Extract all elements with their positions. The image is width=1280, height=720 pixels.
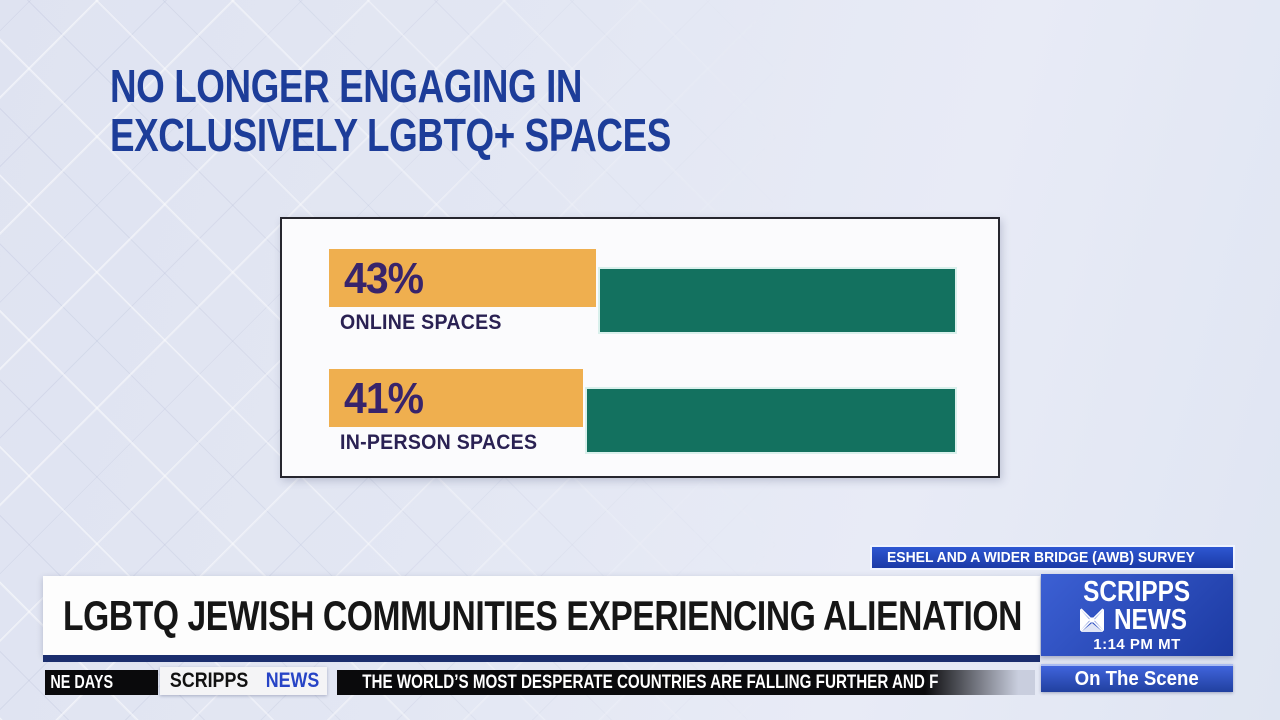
remainder-bar-online bbox=[598, 267, 957, 334]
value-label-in-person: 41% bbox=[344, 374, 424, 423]
ticker-left-segment: NE DAYS bbox=[45, 670, 158, 695]
headline-banner: LGBTQ JEWISH COMMUNITIES EXPERIENCING AL… bbox=[43, 576, 1040, 655]
ticker-brand-box: SCRIPPS NEWS bbox=[160, 667, 327, 695]
value-bar-online: 43% bbox=[329, 249, 596, 307]
ticker-fade-overlay bbox=[925, 670, 1035, 695]
ticker-left-text: NE DAYS bbox=[50, 672, 114, 692]
ticker-brand-scripps: SCRIPPS bbox=[169, 669, 249, 692]
bar-chart-panel: 43% ONLINE SPACES 41% IN-PERSON SPACES bbox=[280, 217, 1000, 478]
source-badge: ESHEL AND A WIDER BRIDGE (AWB) SURVEY bbox=[870, 545, 1235, 570]
network-logo-box: SCRIPPS NEWS 1:14 PM MT bbox=[1041, 574, 1233, 656]
title-line-1: NO LONGER ENGAGING IN bbox=[110, 60, 583, 112]
category-label-online: ONLINE SPACES bbox=[340, 311, 502, 334]
ticker-headline-text: THE WORLD’S MOST DESPERATE COUNTRIES ARE… bbox=[362, 671, 939, 693]
ticker-brand-news: NEWS bbox=[265, 669, 320, 692]
value-label-online: 43% bbox=[344, 254, 424, 303]
headline-text: LGBTQ JEWISH COMMUNITIES EXPERIENCING AL… bbox=[63, 591, 1022, 639]
infographic-title: NO LONGER ENGAGING IN EXCLUSIVELY LGBTQ+… bbox=[110, 62, 811, 160]
chart-row-in-person-spaces: 41% IN-PERSON SPACES bbox=[282, 369, 998, 504]
program-badge: On The Scene bbox=[1041, 664, 1233, 692]
network-name-line1: SCRIPPS bbox=[1083, 575, 1191, 608]
chart-row-online-spaces: 43% ONLINE SPACES bbox=[282, 249, 998, 384]
network-time: 1:14 PM MT bbox=[1093, 635, 1181, 653]
source-badge-text: ESHEL AND A WIDER BRIDGE (AWB) SURVEY bbox=[886, 549, 1195, 566]
scripps-news-star-icon bbox=[1080, 607, 1104, 632]
title-line-2: EXCLUSIVELY LGBTQ+ SPACES bbox=[110, 109, 671, 161]
remainder-bar-in-person bbox=[585, 387, 957, 454]
banner-underline bbox=[43, 655, 1040, 662]
ticker-headline-bar: THE WORLD’S MOST DESPERATE COUNTRIES ARE… bbox=[337, 670, 1035, 695]
value-bar-in-person: 41% bbox=[329, 369, 583, 427]
category-label-in-person: IN-PERSON SPACES bbox=[340, 431, 538, 454]
program-badge-text: On The Scene bbox=[1074, 667, 1200, 690]
network-name-line2: NEWS bbox=[1113, 603, 1188, 636]
